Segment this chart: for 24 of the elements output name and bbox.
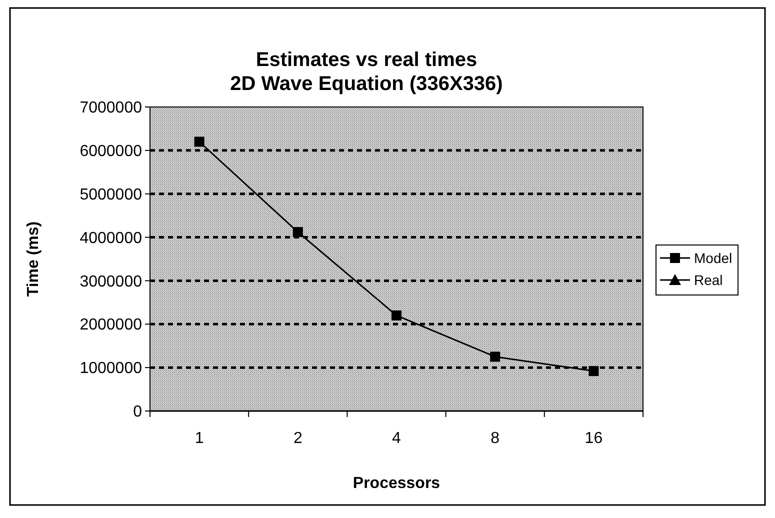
x-tick-label: 8: [490, 430, 500, 447]
x-axis-title: Processors: [352, 475, 440, 492]
point: [392, 310, 402, 320]
y-tick-label: 6000000: [80, 143, 142, 160]
chart-subtitle: 2D Wave Equation (336X336): [230, 73, 503, 95]
y-tick-label: 4000000: [80, 230, 142, 247]
y-tick-label: 3000000: [80, 273, 142, 290]
y-tick-label: 7000000: [80, 100, 142, 117]
y-tick-label: 5000000: [80, 186, 142, 204]
legend-label: Real: [694, 272, 723, 288]
legend-label: Model: [694, 250, 732, 266]
x-tick-label: 2: [293, 430, 302, 447]
point: [490, 352, 500, 362]
point: [194, 136, 204, 147]
point: [292, 227, 303, 238]
x-tick-label: 1: [194, 430, 204, 447]
y-tick-label: 2000000: [80, 316, 142, 334]
chart-title: Estimates vs real times: [256, 49, 478, 71]
y-tick-label: 0: [133, 404, 142, 421]
y-axis-title: Time (ms): [25, 221, 42, 297]
point: [588, 366, 599, 376]
x-tick-label: 4: [392, 430, 402, 447]
y-tick-label: 1000000: [80, 360, 142, 378]
x-tick-label: 16: [584, 430, 603, 447]
